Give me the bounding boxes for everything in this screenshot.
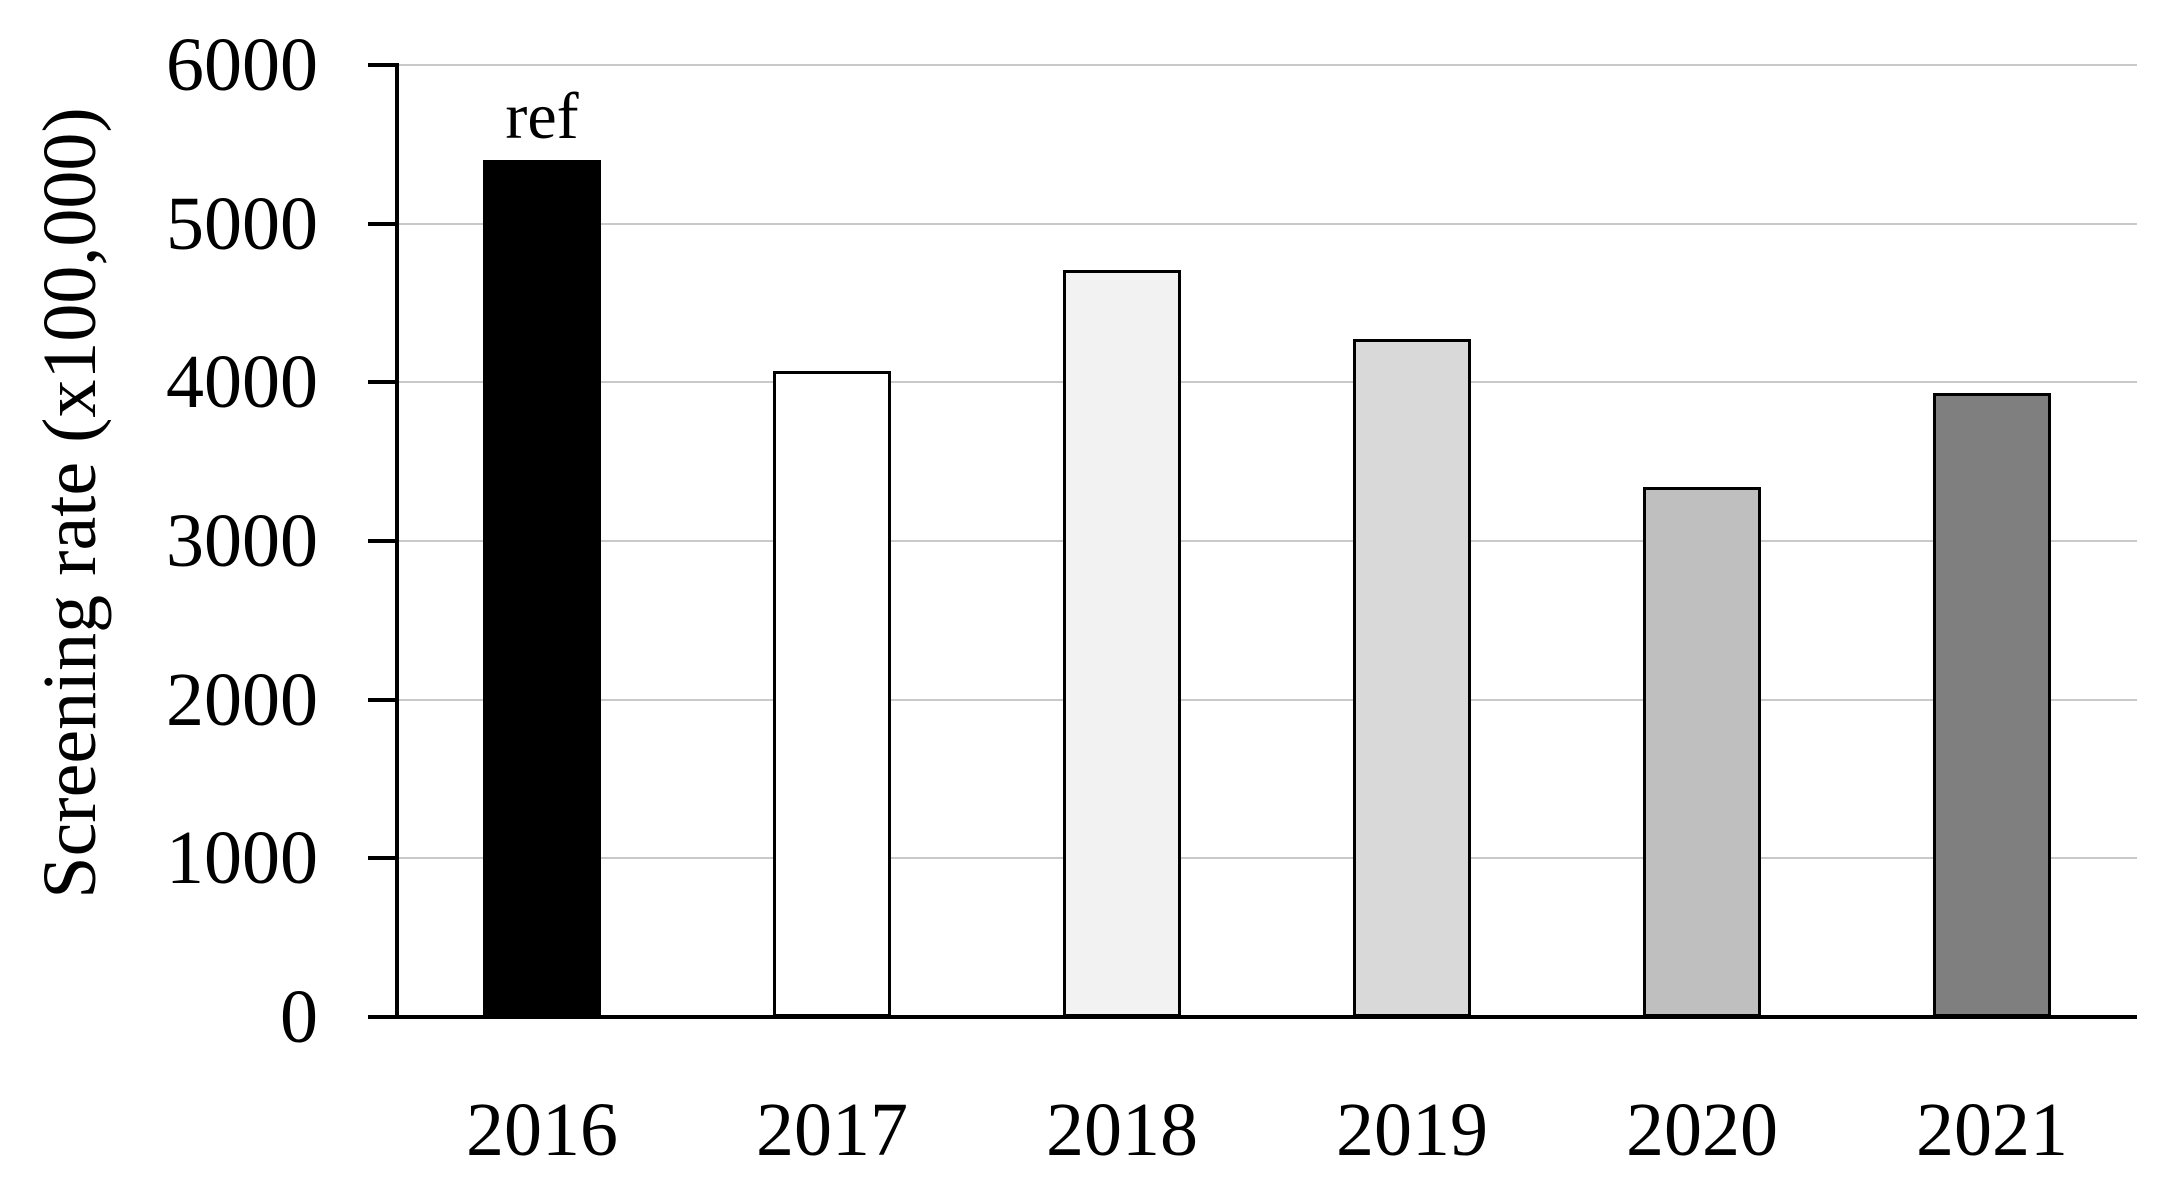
y-tick-label-5000: 5000 bbox=[166, 181, 318, 266]
bar-2016 bbox=[483, 160, 601, 1017]
x-tick-label-2018: 2018 bbox=[1046, 1088, 1198, 1172]
y-axis-line bbox=[395, 63, 399, 1019]
bar-2021 bbox=[1933, 393, 2051, 1017]
bar-2020 bbox=[1643, 487, 1761, 1017]
bar-2019 bbox=[1353, 339, 1471, 1017]
x-tick-label-2021: 2021 bbox=[1916, 1088, 2068, 1172]
y-tick-mark-5000 bbox=[368, 221, 395, 226]
gridline-2000 bbox=[397, 698, 2137, 701]
y-tick-mark-1000 bbox=[368, 856, 395, 861]
y-tick-label-4000: 4000 bbox=[166, 340, 318, 425]
y-tick-label-6000: 6000 bbox=[166, 23, 318, 107]
y-tick-mark-0 bbox=[368, 1015, 395, 1019]
y-tick-label-3000: 3000 bbox=[166, 499, 318, 583]
ref-bar-annotation: ref bbox=[505, 80, 579, 154]
y-tick-label-0: 0 bbox=[280, 975, 318, 1059]
gridline-4000 bbox=[397, 381, 2137, 384]
x-axis-line bbox=[395, 1015, 2137, 1019]
y-tick-mark-2000 bbox=[368, 697, 395, 702]
gridline-5000 bbox=[397, 222, 2137, 225]
bar-2018 bbox=[1063, 269, 1181, 1017]
y-tick-mark-6000 bbox=[368, 63, 395, 67]
x-tick-label-2020: 2020 bbox=[1626, 1088, 1778, 1172]
y-tick-label-1000: 1000 bbox=[166, 816, 318, 901]
x-tick-label-2019: 2019 bbox=[1336, 1088, 1488, 1172]
x-tick-label-2016: 2016 bbox=[466, 1088, 618, 1172]
y-tick-label-2000: 2000 bbox=[166, 657, 318, 742]
y-tick-mark-4000 bbox=[368, 380, 395, 385]
gridline-3000 bbox=[397, 540, 2137, 542]
y-tick-mark-3000 bbox=[368, 539, 395, 543]
gridline-1000 bbox=[397, 857, 2137, 860]
gridline-6000 bbox=[397, 64, 2137, 66]
x-tick-label-2017: 2017 bbox=[756, 1088, 908, 1172]
